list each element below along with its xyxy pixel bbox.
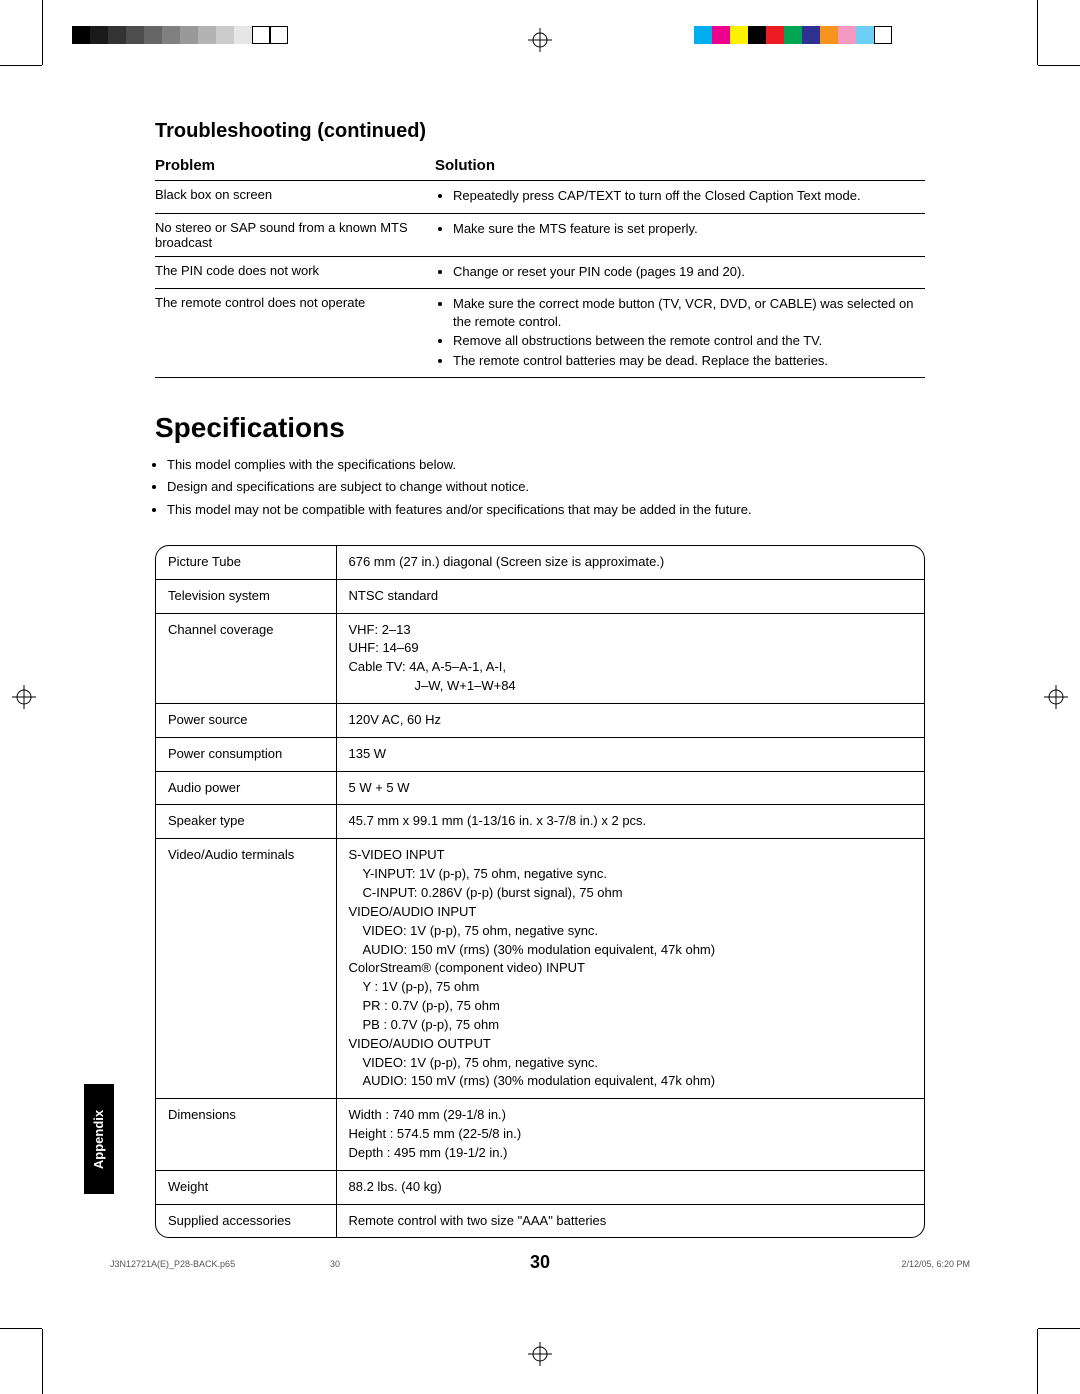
spec-value: S-VIDEO INPUTY-INPUT: 1V (p-p), 75 ohm, … [336, 839, 924, 1099]
solution-cell: Make sure the correct mode button (TV, V… [435, 289, 925, 378]
specifications-table: Picture Tube 676 mm (27 in.) diagonal (S… [155, 545, 925, 1239]
spec-label: Power consumption [156, 737, 336, 771]
specifications-notes: This model complies with the specificati… [155, 456, 925, 519]
spec-value: Width : 740 mm (29-1/8 in.) Height : 574… [336, 1099, 924, 1171]
spec-label: Weight [156, 1170, 336, 1204]
table-row: Power consumption 135 W [156, 737, 924, 771]
crop-mark [1038, 1328, 1080, 1329]
spec-value: 120V AC, 60 Hz [336, 703, 924, 737]
solution-cell: Make sure the MTS feature is set properl… [435, 213, 925, 256]
side-tab-label: Appendix [92, 1109, 107, 1168]
table-row: Picture Tube 676 mm (27 in.) diagonal (S… [156, 546, 924, 579]
solution-item: Make sure the MTS feature is set properl… [453, 220, 925, 238]
spec-label: Video/Audio terminals [156, 839, 336, 1099]
side-tab-appendix: Appendix [84, 1084, 114, 1194]
table-row: Television system NTSC standard [156, 579, 924, 613]
solution-cell: Change or reset your PIN code (pages 19 … [435, 256, 925, 289]
terminal-line: VIDEO: 1V (p-p), 75 ohm, negative sync. [349, 1054, 913, 1073]
spec-label: Audio power [156, 771, 336, 805]
solution-cell: Repeatedly press CAP/TEXT to turn off th… [435, 181, 925, 214]
table-row: The remote control does not operate Make … [155, 289, 925, 378]
spec-label: Power source [156, 703, 336, 737]
spec-note: This model complies with the specificati… [167, 456, 925, 474]
spec-value: 88.2 lbs. (40 kg) [336, 1170, 924, 1204]
terminal-group-heading: S-VIDEO INPUT [349, 846, 913, 865]
footer-page: 30 [330, 1259, 340, 1269]
terminal-line: PR : 0.7V (p-p), 75 ohm [349, 997, 913, 1016]
terminal-line: Y-INPUT: 1V (p-p), 75 ohm, negative sync… [349, 865, 913, 884]
terminal-group-heading: VIDEO/AUDIO OUTPUT [349, 1035, 913, 1054]
column-solution: Solution [435, 153, 925, 181]
solution-item: The remote control batteries may be dead… [453, 352, 925, 370]
problem-cell: The PIN code does not work [155, 256, 435, 289]
table-row: Dimensions Width : 740 mm (29-1/8 in.) H… [156, 1099, 924, 1171]
crop-mark [42, 0, 43, 65]
table-row: Audio power 5 W + 5 W [156, 771, 924, 805]
solution-item: Remove all obstructions between the remo… [453, 332, 925, 350]
spec-note: Design and specifications are subject to… [167, 478, 925, 496]
terminal-line: Y : 1V (p-p), 75 ohm [349, 978, 913, 997]
spec-value: VHF: 2–13 UHF: 14–69 Cable TV: 4A, A-5–A… [336, 613, 924, 703]
spec-value: 5 W + 5 W [336, 771, 924, 805]
registration-mark-icon [1044, 685, 1068, 709]
crop-mark [1037, 1329, 1038, 1394]
spec-value: 135 W [336, 737, 924, 771]
footer-file: J3N12721A(E)_P28-BACK.p65 [110, 1259, 235, 1269]
spec-label: Supplied accessories [156, 1204, 336, 1237]
spec-value: 45.7 mm x 99.1 mm (1-13/16 in. x 3-7/8 i… [336, 805, 924, 839]
specifications-title: Specifications [155, 412, 925, 444]
problem-cell: Black box on screen [155, 181, 435, 214]
problem-cell: No stereo or SAP sound from a known MTS … [155, 213, 435, 256]
color-bar [694, 26, 892, 44]
crop-mark [0, 65, 42, 66]
crop-mark [0, 1328, 42, 1329]
spec-value: NTSC standard [336, 579, 924, 613]
table-row: Weight 88.2 lbs. (40 kg) [156, 1170, 924, 1204]
table-row: Speaker type 45.7 mm x 99.1 mm (1-13/16 … [156, 805, 924, 839]
crop-mark [1038, 65, 1080, 66]
terminal-line: AUDIO: 150 mV (rms) (30% modulation equi… [349, 941, 913, 960]
spec-label: Picture Tube [156, 546, 336, 579]
table-row: No stereo or SAP sound from a known MTS … [155, 213, 925, 256]
terminal-line: VIDEO: 1V (p-p), 75 ohm, negative sync. [349, 922, 913, 941]
registration-mark-icon [528, 1342, 552, 1366]
problem-cell: The remote control does not operate [155, 289, 435, 378]
crop-mark [42, 1329, 43, 1394]
terminal-line: AUDIO: 150 mV (rms) (30% modulation equi… [349, 1072, 913, 1091]
registration-mark-icon [12, 685, 36, 709]
spec-value: Remote control with two size "AAA" batte… [336, 1204, 924, 1237]
table-row: Power source 120V AC, 60 Hz [156, 703, 924, 737]
table-row: Channel coverage VHF: 2–13 UHF: 14–69 Ca… [156, 613, 924, 703]
solution-item: Change or reset your PIN code (pages 19 … [453, 263, 925, 281]
solution-item: Repeatedly press CAP/TEXT to turn off th… [453, 187, 925, 205]
footer-meta: J3N12721A(E)_P28-BACK.p65 30 2/12/05, 6:… [110, 1259, 970, 1269]
spec-value: 676 mm (27 in.) diagonal (Screen size is… [336, 546, 924, 579]
spec-label: Television system [156, 579, 336, 613]
page-content: Troubleshooting (continued) Problem Solu… [155, 120, 925, 1273]
troubleshooting-title: Troubleshooting (continued) [155, 120, 925, 143]
solution-item: Make sure the correct mode button (TV, V… [453, 295, 925, 330]
spec-note: This model may not be compatible with fe… [167, 501, 925, 519]
terminal-line: C-INPUT: 0.286V (p-p) (burst signal), 75… [349, 884, 913, 903]
terminal-line: PB : 0.7V (p-p), 75 ohm [349, 1016, 913, 1035]
table-row: Black box on screen Repeatedly press CAP/… [155, 181, 925, 214]
column-problem: Problem [155, 153, 435, 181]
terminal-group-heading: VIDEO/AUDIO INPUT [349, 903, 913, 922]
terminal-group-heading: ColorStream® (component video) INPUT [349, 959, 913, 978]
spec-label: Channel coverage [156, 613, 336, 703]
grayscale-bar [72, 26, 288, 44]
table-row: The PIN code does not work Change or rese… [155, 256, 925, 289]
spec-label: Dimensions [156, 1099, 336, 1171]
table-row: Video/Audio terminals S-VIDEO INPUTY-INP… [156, 839, 924, 1099]
footer-timestamp: 2/12/05, 6:20 PM [901, 1259, 970, 1269]
table-row: Supplied accessories Remote control with… [156, 1204, 924, 1237]
troubleshooting-table: Problem Solution Black box on screen Repe… [155, 153, 925, 378]
spec-label: Speaker type [156, 805, 336, 839]
crop-mark [1037, 0, 1038, 65]
registration-mark-icon [528, 28, 552, 52]
